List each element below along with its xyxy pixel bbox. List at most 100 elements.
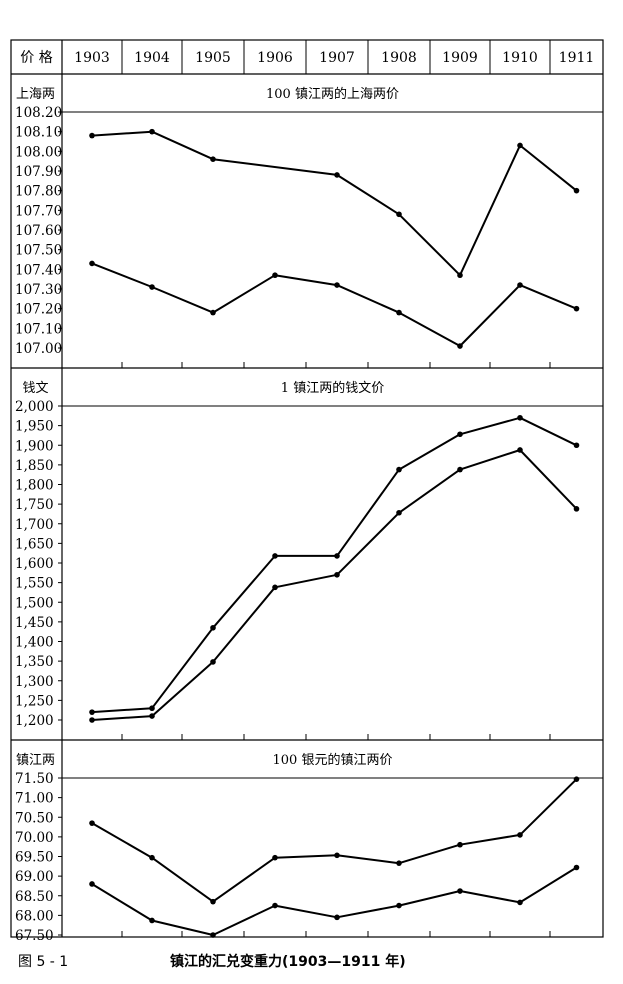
y-tick-label: 1,400: [15, 635, 54, 651]
series-line-1: [91, 778, 578, 903]
panel-unit-label: 钱文: [22, 381, 48, 396]
data-point: [149, 917, 155, 924]
data-point: [334, 282, 340, 288]
y-tick-label: 1,200: [15, 713, 54, 729]
series-line-2: [91, 262, 577, 347]
header-label: 价 格: [20, 50, 52, 66]
data-point: [457, 466, 463, 473]
y-tick-label: 107.60: [15, 223, 62, 239]
data-point: [210, 898, 216, 905]
y-tick-label: 1,900: [15, 438, 54, 454]
y-tick-label: 108.00: [15, 144, 62, 160]
data-point: [457, 343, 463, 349]
y-tick-label: 70.50: [15, 810, 54, 826]
year-header-1903: 1903: [74, 50, 110, 66]
data-point: [396, 860, 402, 866]
y-tick-label: 107.70: [15, 203, 62, 219]
y-tick-label: 107.30: [15, 282, 62, 298]
y-tick-label: 107.50: [15, 243, 62, 259]
y-tick-label: 1,750: [15, 497, 54, 513]
year-header-1911: 1911: [559, 50, 595, 66]
y-tick-label: 1,250: [15, 693, 54, 709]
panel-unit-label: 上海两: [16, 87, 55, 102]
data-point: [517, 832, 523, 838]
series-line-1: [91, 130, 578, 277]
data-point: [334, 914, 340, 921]
y-tick-label: 107.40: [15, 262, 62, 278]
data-point: [517, 142, 523, 149]
data-point: [89, 881, 95, 887]
panel-unit-label: 镇江两: [16, 753, 55, 768]
data-point: [457, 841, 463, 848]
data-point: [89, 260, 95, 267]
outer-frame: [10, 39, 604, 938]
y-tick-label: 68.50: [15, 889, 54, 905]
data-point: [396, 309, 402, 316]
year-header-1909: 1909: [442, 50, 478, 66]
data-point: [210, 932, 216, 938]
y-tick-label: 1,950: [15, 419, 54, 435]
y-tick-label: 1,600: [15, 556, 54, 572]
y-tick-label: 1,850: [15, 458, 54, 474]
series-line-2: [91, 449, 578, 721]
y-tick-label: 70.00: [15, 830, 54, 846]
data-point: [573, 506, 580, 512]
data-point: [334, 172, 340, 178]
data-point: [210, 309, 216, 316]
data-point: [89, 717, 95, 723]
year-header-1908: 1908: [381, 50, 417, 66]
y-tick-label: 107.20: [15, 302, 62, 318]
y-tick-label: 1,550: [15, 576, 54, 592]
data-point: [149, 128, 155, 135]
data-point: [89, 820, 95, 826]
data-point: [149, 713, 155, 719]
y-tick-label: 107.10: [15, 321, 62, 337]
data-point: [396, 211, 402, 218]
data-point: [272, 553, 278, 559]
data-point: [210, 624, 216, 631]
y-tick-label: 107.80: [15, 184, 62, 200]
y-tick-label: 108.20: [15, 105, 62, 121]
data-point: [272, 584, 278, 591]
year-header-1907: 1907: [319, 50, 355, 66]
y-tick-label: 107.00: [15, 341, 62, 357]
data-point: [517, 447, 523, 453]
y-tick-label: 1,650: [15, 536, 54, 552]
data-point: [573, 442, 580, 449]
data-point: [396, 902, 402, 909]
y-tick-label: 69.50: [15, 850, 54, 866]
data-point: [149, 854, 155, 861]
data-point: [334, 852, 340, 859]
data-point: [517, 282, 523, 288]
year-header-1910: 1910: [502, 50, 538, 66]
data-point: [396, 466, 402, 473]
data-point: [334, 571, 340, 578]
y-tick-label: 71.00: [15, 791, 54, 807]
figure-title: 镇江的汇兑变重力(1903—1911 年): [170, 954, 406, 970]
series-line-1: [91, 416, 577, 714]
data-point: [457, 431, 463, 438]
data-point: [517, 414, 523, 421]
y-tick-label: 108.10: [15, 125, 62, 141]
data-point: [272, 902, 278, 909]
data-point: [573, 776, 580, 782]
year-header-1906: 1906: [257, 50, 293, 66]
data-point: [573, 187, 580, 194]
y-tick-label: 1,800: [15, 478, 54, 494]
data-point: [457, 272, 463, 279]
data-point: [457, 888, 463, 894]
data-point: [89, 709, 95, 715]
panel-title: 1 镇江两的钱文价: [281, 380, 384, 396]
data-point: [573, 864, 580, 871]
y-tick-label: 1,350: [15, 654, 54, 670]
y-tick-label: 1,300: [15, 674, 54, 690]
data-point: [272, 272, 278, 279]
year-header-1905: 1905: [195, 50, 231, 66]
data-point: [396, 509, 402, 516]
data-point: [149, 705, 155, 712]
data-point: [210, 156, 216, 162]
y-tick-label: 67.50: [15, 928, 54, 944]
figure-number: 图 5 - 1: [18, 954, 69, 970]
data-point: [334, 553, 340, 559]
